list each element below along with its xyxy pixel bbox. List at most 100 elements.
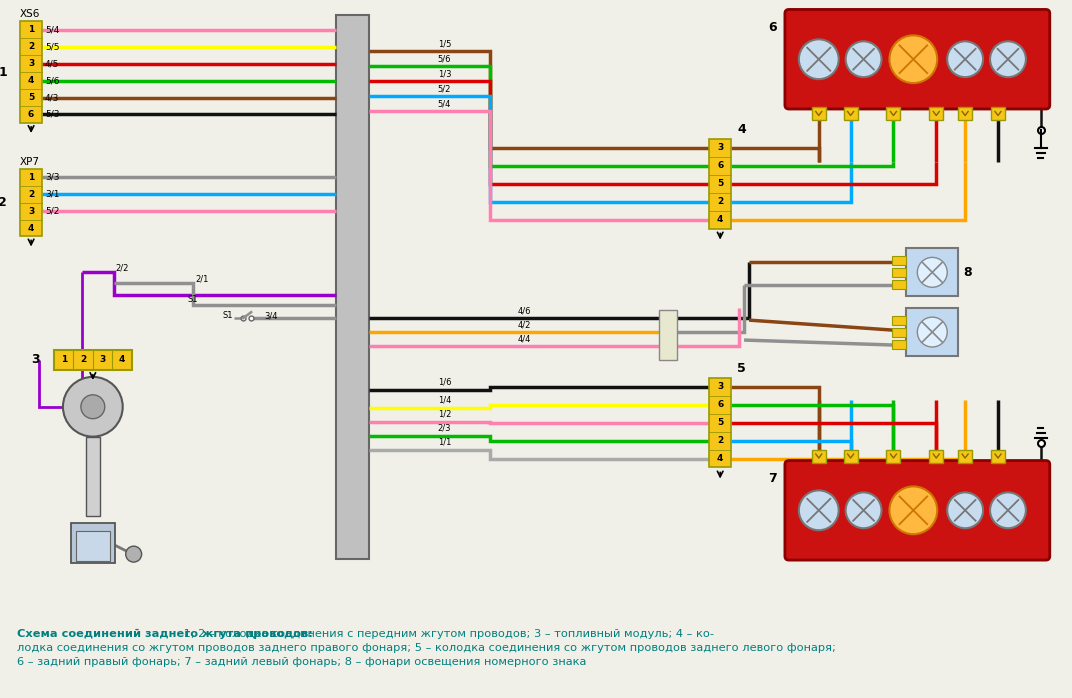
Text: 6: 6 <box>769 22 777 34</box>
Text: 3: 3 <box>31 353 40 366</box>
Text: 4/6: 4/6 <box>518 306 531 315</box>
Bar <box>893 328 907 337</box>
Bar <box>991 450 1004 463</box>
Text: 1: 1 <box>28 25 34 34</box>
Text: 1, 2 – колодка соединения с передним жгутом проводов; 3 – топливный модуль; 4 – : 1, 2 – колодка соединения с передним жгу… <box>180 629 714 639</box>
Text: XP7: XP7 <box>20 157 40 167</box>
Text: 5/6: 5/6 <box>45 76 60 85</box>
Text: 1/2: 1/2 <box>437 410 451 419</box>
Text: 3: 3 <box>28 59 34 68</box>
Text: 3/1: 3/1 <box>45 190 60 199</box>
Text: 1: 1 <box>0 66 8 79</box>
Bar <box>907 309 958 356</box>
Text: 4: 4 <box>738 123 746 136</box>
Text: XS6: XS6 <box>20 9 41 20</box>
Text: 2/1: 2/1 <box>195 275 209 284</box>
Bar <box>893 340 907 349</box>
Text: 1/5: 1/5 <box>437 39 451 48</box>
Bar <box>958 107 972 120</box>
Text: 5: 5 <box>717 418 724 427</box>
Bar <box>710 378 731 468</box>
Text: 2: 2 <box>28 43 34 51</box>
Bar <box>893 281 907 289</box>
Text: 4: 4 <box>717 215 724 224</box>
Text: 4: 4 <box>717 454 724 463</box>
Bar <box>893 316 907 325</box>
Circle shape <box>80 395 105 419</box>
Bar <box>20 22 42 123</box>
Text: 4/3: 4/3 <box>45 93 59 102</box>
Text: 2/3: 2/3 <box>437 424 451 433</box>
Text: 5/4: 5/4 <box>45 25 59 34</box>
Bar <box>812 450 825 463</box>
Circle shape <box>991 41 1026 77</box>
Text: 6: 6 <box>717 400 724 409</box>
Text: 2: 2 <box>717 197 724 206</box>
Circle shape <box>918 317 948 347</box>
Text: 1/6: 1/6 <box>437 378 451 387</box>
Text: 3: 3 <box>717 143 724 152</box>
Text: S1: S1 <box>188 295 198 304</box>
Bar <box>893 256 907 265</box>
Text: 5: 5 <box>738 362 746 375</box>
Text: 5/6: 5/6 <box>437 54 451 64</box>
Text: 1: 1 <box>28 172 34 181</box>
Bar <box>20 169 42 237</box>
Bar <box>991 107 1004 120</box>
Text: 3: 3 <box>717 383 724 392</box>
Bar <box>887 450 900 463</box>
Bar <box>76 531 109 561</box>
Text: 1: 1 <box>61 355 66 364</box>
Circle shape <box>799 491 838 530</box>
Bar <box>929 450 943 463</box>
Bar <box>710 139 731 228</box>
Text: 4: 4 <box>119 355 125 364</box>
Text: 1/3: 1/3 <box>437 69 451 78</box>
Text: 5/5: 5/5 <box>45 43 60 51</box>
Circle shape <box>991 492 1026 528</box>
Text: 5/3: 5/3 <box>45 110 60 119</box>
Circle shape <box>846 41 881 77</box>
Text: 4: 4 <box>28 76 34 85</box>
Text: 7: 7 <box>769 473 777 486</box>
Text: 3/4: 3/4 <box>264 311 278 320</box>
Bar <box>54 350 132 370</box>
Text: 4/2: 4/2 <box>518 320 531 329</box>
Bar <box>907 248 958 296</box>
Text: 5: 5 <box>28 93 34 102</box>
Circle shape <box>948 41 983 77</box>
Text: Схема соединений заднего жгута проводов:: Схема соединений заднего жгута проводов: <box>17 629 313 639</box>
Circle shape <box>890 36 937 83</box>
Text: 2: 2 <box>80 355 86 364</box>
Circle shape <box>125 546 142 562</box>
FancyBboxPatch shape <box>785 10 1049 109</box>
Text: 5/2: 5/2 <box>45 207 59 216</box>
Text: 5/2: 5/2 <box>437 84 451 93</box>
Text: 2: 2 <box>0 196 8 209</box>
Bar <box>929 107 943 120</box>
Text: 5: 5 <box>717 179 724 188</box>
Text: 2/2: 2/2 <box>116 264 129 273</box>
Text: 2: 2 <box>28 190 34 199</box>
Circle shape <box>890 487 937 534</box>
Circle shape <box>799 39 838 79</box>
Text: 3/3: 3/3 <box>45 172 60 181</box>
Bar <box>812 107 825 120</box>
Text: 4/5: 4/5 <box>45 59 59 68</box>
FancyBboxPatch shape <box>785 461 1049 560</box>
Text: 6 – задний правый фонарь; 7 – задний левый фонарь; 8 – фонари освещения номерног: 6 – задний правый фонарь; 7 – задний лев… <box>17 657 586 667</box>
Bar <box>887 107 900 120</box>
Text: S1: S1 <box>222 311 233 320</box>
Bar <box>958 450 972 463</box>
Circle shape <box>918 258 948 288</box>
Circle shape <box>63 377 122 437</box>
Text: 4: 4 <box>28 223 34 232</box>
Bar <box>659 310 678 360</box>
Text: 3: 3 <box>28 207 34 216</box>
Bar <box>336 15 369 559</box>
Text: 6: 6 <box>717 161 724 170</box>
Text: 4/4: 4/4 <box>518 334 531 343</box>
Bar <box>844 450 858 463</box>
Text: 8: 8 <box>963 266 972 279</box>
Bar <box>893 268 907 277</box>
